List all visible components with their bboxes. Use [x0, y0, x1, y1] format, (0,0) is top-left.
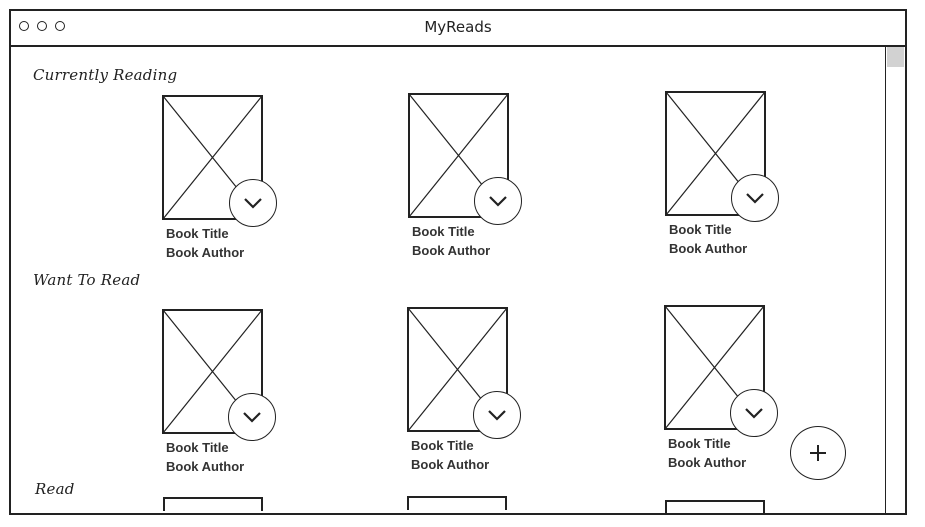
title-bar: MyReads [11, 11, 905, 47]
chevron-down-icon [244, 198, 262, 209]
book-author: Book Author [412, 243, 491, 258]
book-title: Book Title [669, 222, 732, 237]
shelf-title-currently-reading: Currently Reading [33, 66, 178, 84]
window-title: MyReads [424, 18, 492, 36]
book-author: Book Author [668, 455, 747, 470]
shelf-change-button[interactable] [228, 393, 276, 441]
book-item: Book Title Book Author [162, 309, 282, 479]
vertical-scrollbar[interactable] [885, 45, 905, 513]
book-item: Book Title Book Author [407, 307, 527, 477]
shelf-change-button[interactable] [473, 391, 521, 439]
book-author: Book Author [669, 241, 748, 256]
book-cover-placeholder [407, 496, 507, 510]
book-cover-placeholder [665, 500, 765, 514]
window-control-dot[interactable] [37, 21, 47, 31]
book-title: Book Title [411, 438, 474, 453]
book-title: Book Title [412, 224, 475, 239]
shelf-change-button[interactable] [730, 389, 778, 437]
book-item: Book Title Book Author [665, 91, 785, 261]
chevron-down-icon [746, 193, 764, 204]
window-control-dot[interactable] [55, 21, 65, 31]
book-author: Book Author [166, 245, 245, 260]
book-cover-placeholder [163, 497, 263, 511]
shelf-title-read: Read [35, 480, 75, 498]
shelf-change-button[interactable] [731, 174, 779, 222]
plus-icon [810, 445, 826, 461]
shelf-change-button[interactable] [474, 177, 522, 225]
book-item: Book Title Book Author [408, 93, 528, 263]
add-book-button[interactable] [790, 426, 846, 480]
book-item: Book Title Book Author [162, 95, 282, 265]
book-cover-placeholder [407, 307, 508, 432]
chevron-down-icon [745, 408, 763, 419]
window-control-dot[interactable] [19, 21, 29, 31]
shelf-title-want-to-read: Want To Read [33, 271, 141, 289]
book-item: Book Title Book Author [664, 305, 784, 475]
chevron-down-icon [243, 412, 261, 423]
chevron-down-icon [488, 410, 506, 421]
chevron-down-icon [489, 196, 507, 207]
book-title: Book Title [166, 226, 229, 241]
shelf-change-button[interactable] [229, 179, 277, 227]
book-title: Book Title [166, 440, 229, 455]
book-title: Book Title [668, 436, 731, 451]
book-author: Book Author [166, 459, 245, 474]
scrollbar-thumb[interactable] [887, 47, 904, 67]
book-author: Book Author [411, 457, 490, 472]
